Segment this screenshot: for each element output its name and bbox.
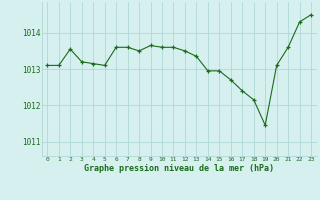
X-axis label: Graphe pression niveau de la mer (hPa): Graphe pression niveau de la mer (hPa) xyxy=(84,164,274,173)
